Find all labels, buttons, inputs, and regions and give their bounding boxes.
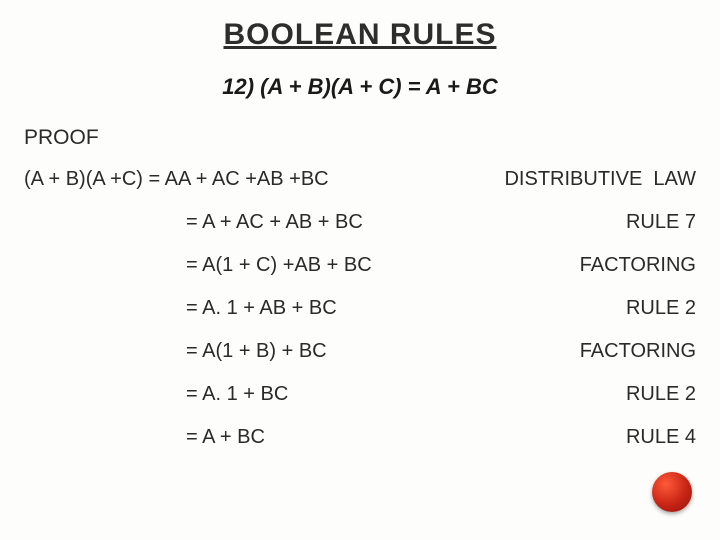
proof-row: = A + AC + AB + BC RULE 7 (24, 211, 696, 234)
proof-equation: = AA + AC +AB +BC (148, 168, 328, 191)
proof-reason: RULE 2 (610, 383, 696, 406)
proof-label: PROOF (24, 126, 696, 150)
proof-equation: = A. 1 + AB + BC (186, 297, 337, 320)
proof-row-first: (A + B)(A +C) = AA + AC +AB +BC DISTRIBU… (24, 168, 696, 191)
proof-row: = A. 1 + AB + BC RULE 2 (24, 297, 696, 320)
proof-reason: DISTRIBUTIVE LAW (488, 168, 696, 191)
proof-reason: FACTORING (558, 254, 696, 277)
decorative-dot-icon (652, 472, 692, 512)
proof-row: = A + BC RULE 4 (24, 426, 696, 449)
proof-row: = A(1 + C) +AB + BC FACTORING (24, 254, 696, 277)
proof-reason: RULE 4 (610, 426, 696, 449)
proof-row: = A. 1 + BC RULE 2 (24, 383, 696, 406)
proof-reason: RULE 2 (610, 297, 696, 320)
proof-row: = A(1 + B) + BC FACTORING (24, 340, 696, 363)
proof-equation: = A(1 + B) + BC (186, 340, 327, 363)
proof-reason: FACTORING (564, 340, 696, 363)
proof-equation: = A(1 + C) +AB + BC (186, 254, 372, 277)
theorem-statement: 12) (A + B)(A + C) = A + BC (24, 74, 696, 100)
proof-equation: = A + BC (186, 426, 265, 449)
page-title: BOOLEAN RULES (24, 18, 696, 52)
proof-equation: = A + AC + AB + BC (186, 211, 363, 234)
proof-lhs: (A + B)(A +C) (24, 168, 148, 191)
proof-equation: = A. 1 + BC (186, 383, 288, 406)
proof-reason: RULE 7 (610, 211, 696, 234)
